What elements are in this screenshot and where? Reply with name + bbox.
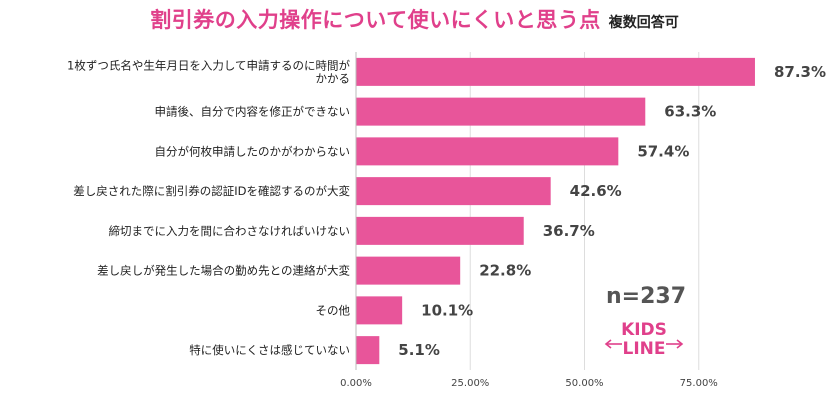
bar	[356, 177, 551, 206]
logo-arrowhead-right	[676, 339, 684, 349]
category-label-line: かかる	[316, 71, 351, 85]
category-label: 申請後、自分で内容を修正ができない	[155, 105, 351, 119]
value-label: 63.3%	[664, 103, 716, 121]
category-label-line: 締切までに入力を間に合わさなければいけない	[109, 224, 351, 238]
bar	[356, 57, 755, 86]
x-tick-label: 75.00%	[680, 378, 718, 389]
bar	[356, 97, 646, 126]
logo-line2: LINE	[623, 339, 666, 358]
category-label: 締切までに入力を間に合わさなければいけない	[109, 224, 351, 238]
category-label: 自分が何枚申請したのかがわからない	[155, 144, 351, 158]
category-label: 差し戻しが発生した場合の勤め先との連絡が大変	[97, 264, 350, 278]
x-tick-label: 50.00%	[565, 378, 603, 389]
logo-line1: KIDS	[621, 320, 667, 340]
logo-arrowhead-left	[604, 339, 612, 349]
category-label-line: 1枚ずつ氏名や生年月日を入力して申請するのに時間が	[67, 58, 350, 72]
category-label: 差し戻された際に割引券の認証IDを確認するのが大変	[73, 184, 350, 198]
x-tick-label: 25.00%	[451, 378, 489, 389]
chart-title: 割引券の入力操作について使いにくいと思う点	[150, 8, 601, 32]
value-label: 10.1%	[421, 301, 473, 319]
category-label: 1枚ずつ氏名や生年月日を入力して申請するのに時間がかかる	[67, 58, 350, 85]
chart-title-row: 割引券の入力操作について使いにくいと思う点 複数回答可	[0, 4, 829, 34]
chart-subtitle: 複数回答可	[608, 15, 679, 31]
value-label: 22.8%	[479, 262, 531, 280]
category-label-line: 自分が何枚申請したのかがわからない	[155, 144, 351, 158]
category-label: その他	[316, 303, 351, 317]
sample-size-label: n=237	[606, 284, 687, 309]
value-label: 57.4%	[637, 142, 689, 160]
bar	[356, 216, 524, 245]
x-tick-label: 0.00%	[340, 378, 372, 389]
category-label-line: 差し戻しが発生した場合の勤め先との連絡が大変	[97, 264, 350, 278]
value-label: 87.3%	[774, 63, 826, 81]
bar	[356, 137, 619, 166]
bar	[356, 296, 403, 325]
kidsline-logo: KIDS LINE	[604, 320, 684, 358]
bar	[356, 336, 380, 365]
category-label-line: 差し戻された際に割引券の認証IDを確認するのが大変	[73, 184, 350, 198]
category-label-line: その他	[316, 303, 351, 317]
value-label: 5.1%	[398, 341, 440, 359]
category-label-line: 特に使いにくさは感じていない	[189, 343, 350, 357]
category-label: 特に使いにくさは感じていない	[189, 343, 350, 357]
category-label-line: 申請後、自分で内容を修正ができない	[155, 105, 351, 119]
value-label: 42.6%	[570, 182, 622, 200]
bar	[356, 256, 461, 285]
value-label: 36.7%	[543, 222, 595, 240]
